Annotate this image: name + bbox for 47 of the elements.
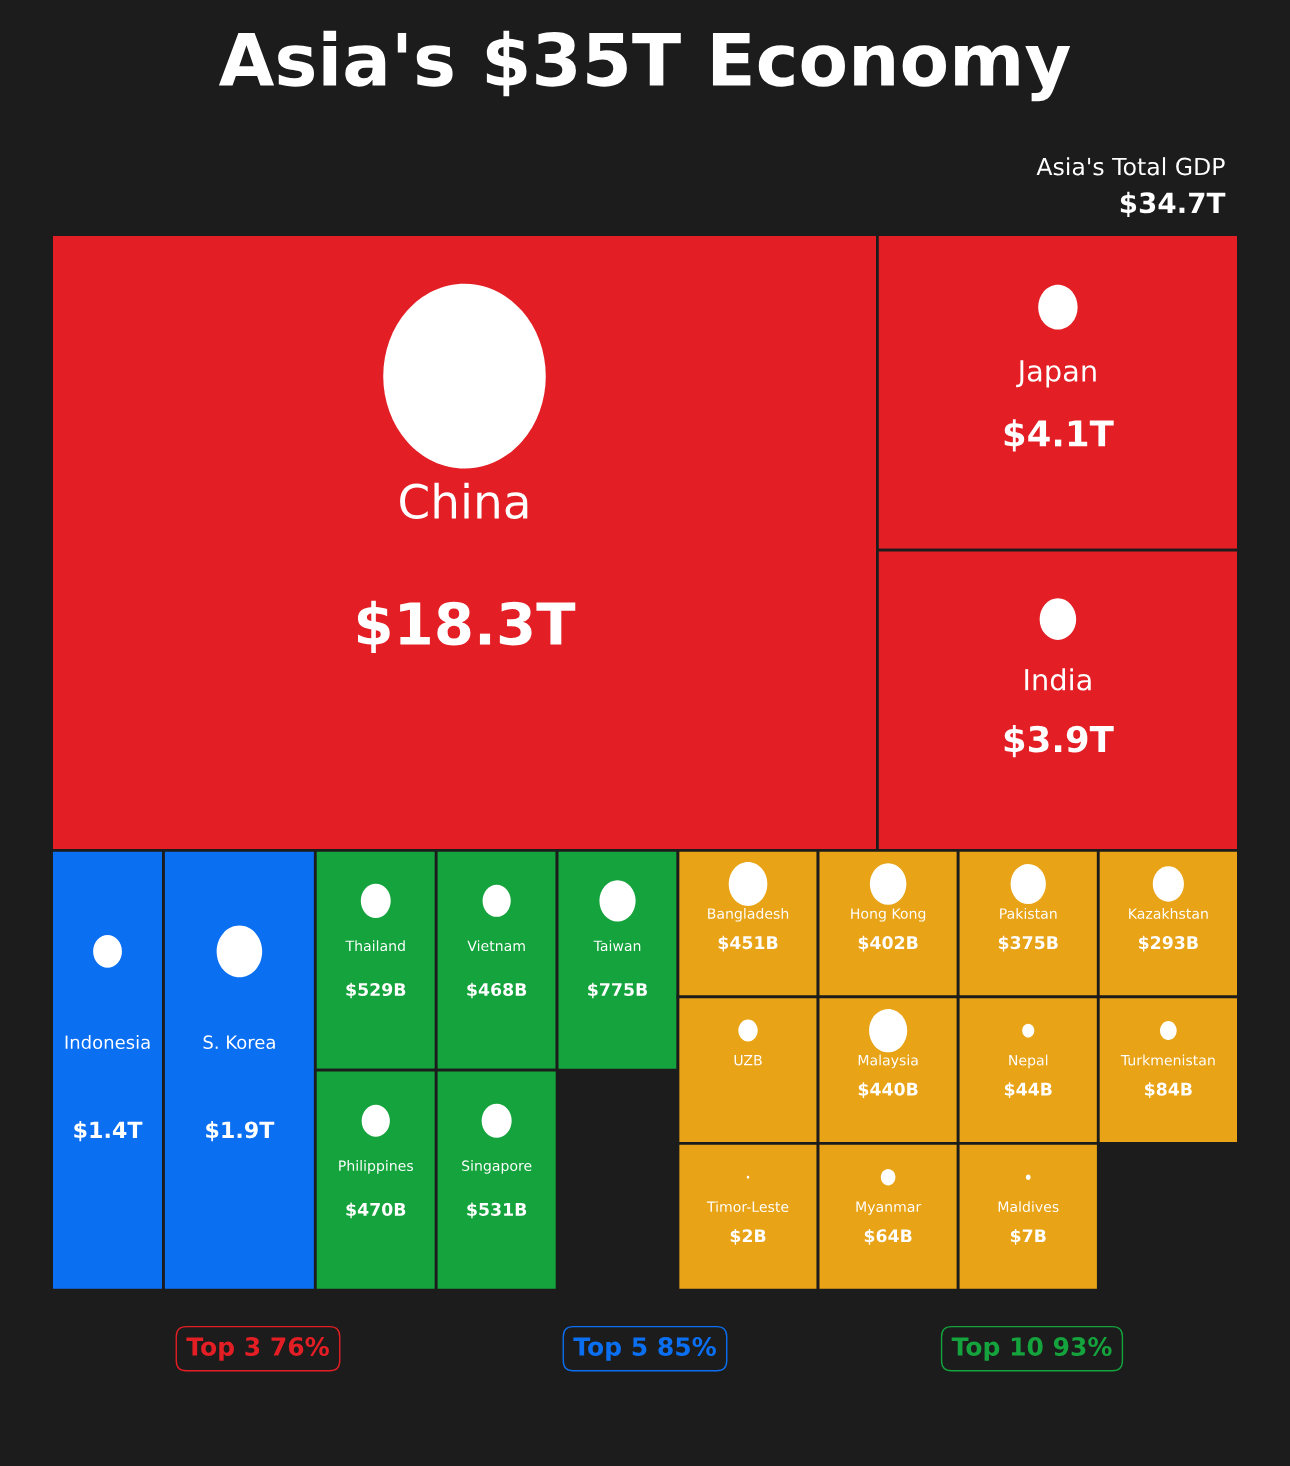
data-label: $470B [346,1202,406,1219]
category-label: Vietnam [467,940,525,952]
category-label: Maldives [998,1201,1059,1213]
category-label: Turkmenistan [1120,1054,1215,1066]
text: $34.7T [1120,191,1226,217]
category-label: Singapore [462,1160,532,1174]
data-label: $1.9T [206,1121,275,1142]
category-label: Myanmar [856,1201,922,1215]
category-label: Bangladesh [708,907,789,922]
text: Top 5 85% [573,1337,716,1361]
category-label: Taiwan [593,940,641,952]
data-label: $451B [718,935,778,952]
category-label: Pakistan [1000,907,1057,919]
data-label: $64B [864,1228,912,1245]
category-label: UZB [734,1055,762,1066]
category-label: Hong Kong [851,908,926,922]
text: Asia's $35T Economy [218,30,1071,102]
data-label: $44B [1004,1082,1052,1099]
data-label: $18.3T [357,600,576,654]
category-label: Nepal [1009,1054,1048,1069]
data-label: $775B [588,982,648,999]
text: Top 10 93% [951,1337,1112,1361]
category-label: S. Korea [203,1035,275,1050]
data-label: $529B [346,982,406,999]
category-label: Japan [1016,360,1096,388]
data-label: $468B [467,982,527,999]
data-label: $1.4T [74,1121,143,1142]
category-label: India [1025,668,1091,691]
text: Asia's Total GDP [1036,157,1225,176]
data-label: $440B [858,1082,918,1099]
category-label: Kazakhstan [1129,907,1208,919]
data-label: $293B [1138,935,1198,952]
category-label: Indonesia [65,1035,150,1050]
data-label: $3.9T [1004,725,1114,758]
data-label: $84B [1145,1082,1192,1099]
data-label: $531B [467,1202,527,1219]
category-label: China [400,482,528,520]
category-label: Thailand [345,940,405,952]
data-label: $402B [858,935,918,952]
data-label: $2B [730,1228,766,1245]
category-label: Timor-Leste [706,1201,789,1213]
data-label: $4.1T [1004,419,1114,452]
category-label: Philippines [339,1160,414,1174]
text: Top 3 76% [186,1337,329,1361]
data-label: $375B [998,935,1058,952]
data-label: $7B [1010,1228,1046,1245]
category-label: Malaysia [858,1054,918,1069]
